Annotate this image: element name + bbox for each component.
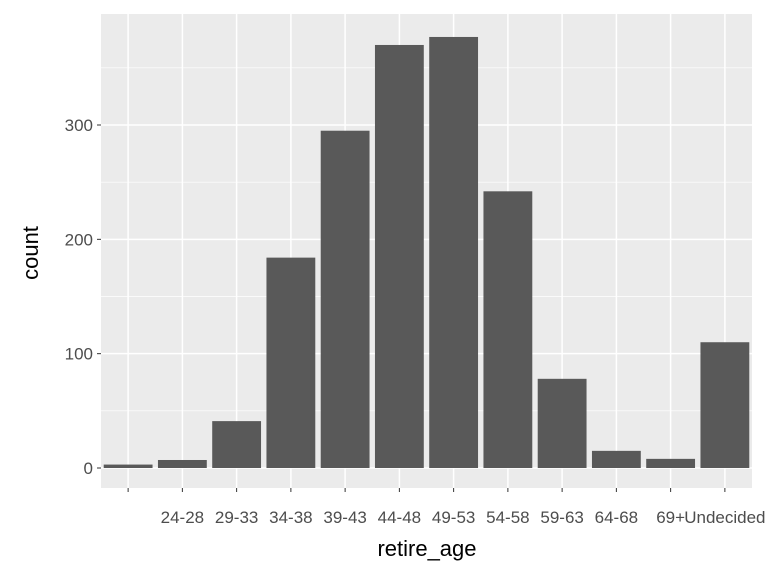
bar: [103, 464, 153, 468]
y-tick-label: 0: [84, 459, 93, 478]
y-tick-label: 200: [65, 230, 93, 249]
y-tick-label: 100: [65, 345, 93, 364]
x-axis: 24-28 29-33 34-38 39-43 44-48 49-53 54-58 59-63…: [127, 488, 766, 527]
y-axis-title: count: [18, 226, 43, 280]
x-tick-label: Undecided: [684, 508, 765, 527]
x-tick-label: 64-68: [595, 508, 638, 527]
bar: [320, 130, 370, 468]
x-tick-label: 69+: [656, 508, 685, 527]
bars: [103, 36, 750, 469]
bar: [646, 458, 696, 468]
bar: [212, 421, 262, 468]
bar: [591, 450, 641, 468]
bar: [429, 36, 479, 469]
bar: [266, 257, 316, 468]
y-tick-label: 300: [65, 116, 93, 135]
x-tick-label: 44-48: [378, 508, 421, 527]
bar: [157, 459, 207, 468]
x-tick-label: 34-38: [269, 508, 312, 527]
plot-panel: [101, 14, 752, 488]
x-tick-label: 39-43: [323, 508, 366, 527]
x-tick-label: 49-53: [432, 508, 475, 527]
minor-grid: [101, 67, 752, 412]
x-tick-label: 29-33: [215, 508, 258, 527]
y-axis: 0 100 200 300: [65, 116, 101, 478]
bar: [374, 44, 424, 468]
bar: [700, 342, 750, 468]
bar: [483, 191, 533, 468]
x-tick-label: 54-58: [486, 508, 529, 527]
x-axis-title: retire_age: [377, 536, 476, 561]
x-tick-label: 59-63: [540, 508, 583, 527]
bar: [537, 378, 587, 468]
x-tick-label: 24-28: [161, 508, 204, 527]
